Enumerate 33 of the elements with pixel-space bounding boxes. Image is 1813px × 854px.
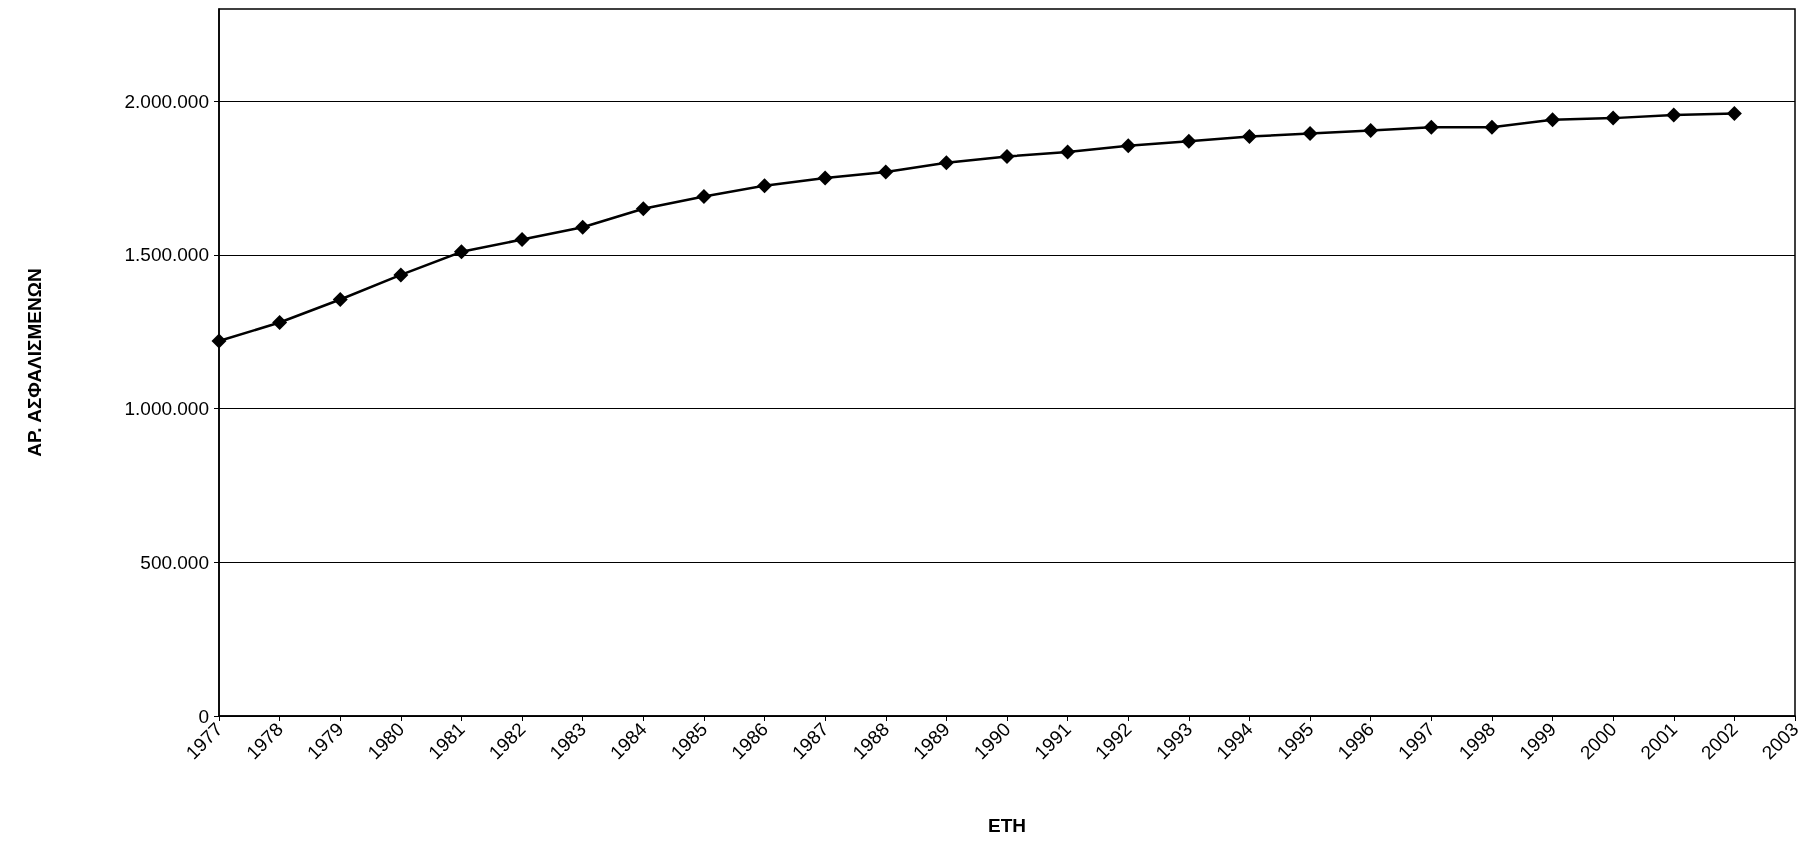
point (272, 315, 288, 331)
point (1120, 138, 1136, 154)
y-tick-label: 1.000.000 (124, 398, 209, 420)
y-tick-label: 2.000.000 (124, 90, 209, 112)
point (1545, 112, 1561, 128)
point (575, 219, 591, 235)
point (514, 232, 530, 248)
point (938, 155, 954, 171)
point (1423, 119, 1439, 135)
point (393, 267, 409, 283)
point (1605, 110, 1621, 126)
point (1484, 119, 1500, 135)
point (211, 333, 227, 349)
point (1060, 144, 1076, 160)
x-axis-title: ΕΤΗ (988, 815, 1026, 836)
point (635, 201, 651, 217)
point (1181, 133, 1197, 149)
point (878, 164, 894, 180)
point (453, 244, 469, 260)
point (999, 149, 1015, 165)
point (1363, 122, 1379, 138)
y-tick-label: 1.500.000 (124, 244, 209, 266)
y-axis-title: ΑΡ. ΑΣΦΑΛΙΣΜΕΝΩΝ (24, 268, 45, 457)
point (1302, 125, 1318, 141)
point (757, 178, 773, 194)
point (1726, 106, 1742, 122)
point (696, 189, 712, 205)
point (332, 291, 348, 307)
y-tick-label: 500.000 (140, 551, 209, 573)
point (1241, 129, 1257, 145)
y-tick-label: 0 (198, 705, 209, 727)
point (1666, 107, 1682, 123)
point (817, 170, 833, 186)
